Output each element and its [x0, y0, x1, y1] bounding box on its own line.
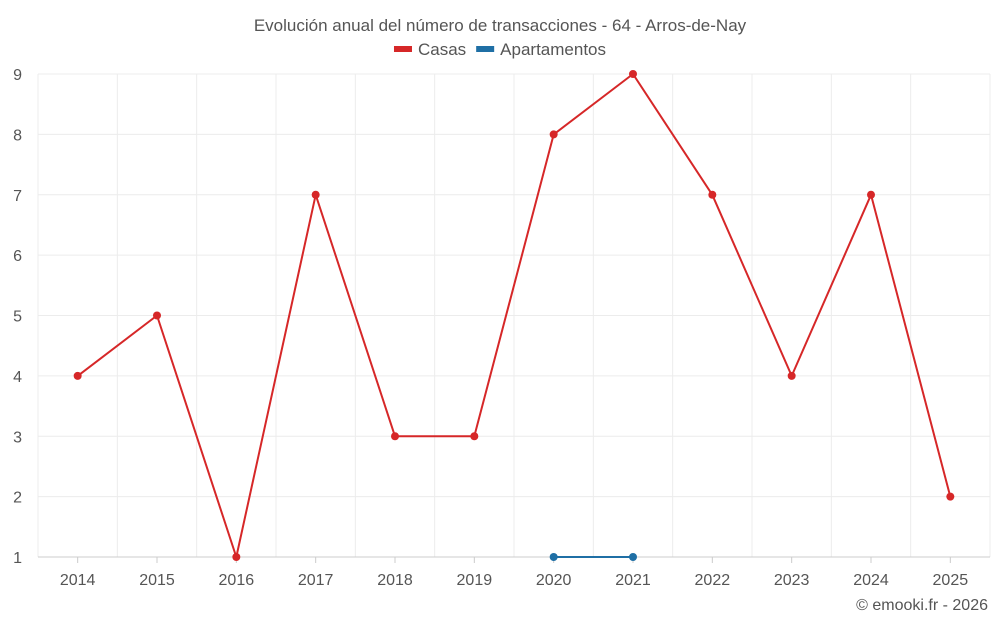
- data-point-casas: [73, 371, 82, 380]
- x-tick-label: 2023: [774, 572, 810, 589]
- chart-title: Evolución anual del número de transaccio…: [254, 16, 747, 35]
- axes: 1 2 3 4 5 6 7 8 9 2014 2015 2016 2017 2018 2019 2020 202…: [13, 67, 990, 589]
- y-tick-label: 1: [13, 550, 22, 567]
- x-tick-label: 2024: [853, 572, 889, 589]
- y-tick-label: 8: [13, 127, 22, 144]
- data-point-casas: [708, 190, 717, 199]
- data-point-casas: [946, 492, 955, 501]
- y-tick-label: 4: [13, 369, 22, 386]
- legend-label-apartamentos: Apartamentos: [500, 40, 606, 59]
- x-tick-label: 2014: [60, 572, 96, 589]
- legend-swatch-apartamentos: [476, 46, 495, 52]
- y-tick-label: 3: [13, 429, 22, 446]
- x-tick-label: 2018: [377, 572, 413, 589]
- grid: [37, 73, 991, 557]
- data-point-casas: [153, 311, 161, 320]
- x-tick-label: 2020: [536, 572, 572, 589]
- data-point-casas: [391, 432, 399, 441]
- data-point-casas: [232, 553, 241, 561]
- x-tick-label: 2015: [139, 572, 175, 589]
- x-tick-label: 2017: [298, 572, 334, 589]
- legend: Casas Apartamentos: [393, 40, 606, 59]
- credit-text: © emooki.fr - 2026: [856, 597, 988, 614]
- series-line-casas: [77, 73, 952, 558]
- data-point-casas: [629, 70, 637, 78]
- data-point-casas: [470, 432, 479, 441]
- y-tick-label: 5: [13, 309, 22, 326]
- data-point-casas: [311, 190, 320, 199]
- data-point-casas: [787, 371, 796, 380]
- y-tick-label: 9: [13, 67, 22, 84]
- data-point-casas: [867, 190, 875, 199]
- x-tick-label: 2021: [615, 572, 651, 589]
- x-tick-label: 2022: [695, 572, 731, 589]
- y-tick-label: 6: [13, 248, 22, 265]
- x-tick-label: 2016: [219, 572, 255, 589]
- legend-label-casas: Casas: [418, 40, 466, 59]
- x-tick-label: 2019: [457, 572, 493, 589]
- x-tick-label: 2025: [933, 572, 969, 589]
- y-tick-label: 7: [13, 188, 22, 205]
- y-tick-label: 2: [13, 490, 22, 507]
- data-point-apartamentos: [549, 553, 558, 561]
- data-point-casas: [549, 130, 558, 139]
- series: [73, 70, 955, 561]
- legend-swatch-casas: [393, 46, 412, 52]
- data-point-apartamentos: [629, 553, 637, 561]
